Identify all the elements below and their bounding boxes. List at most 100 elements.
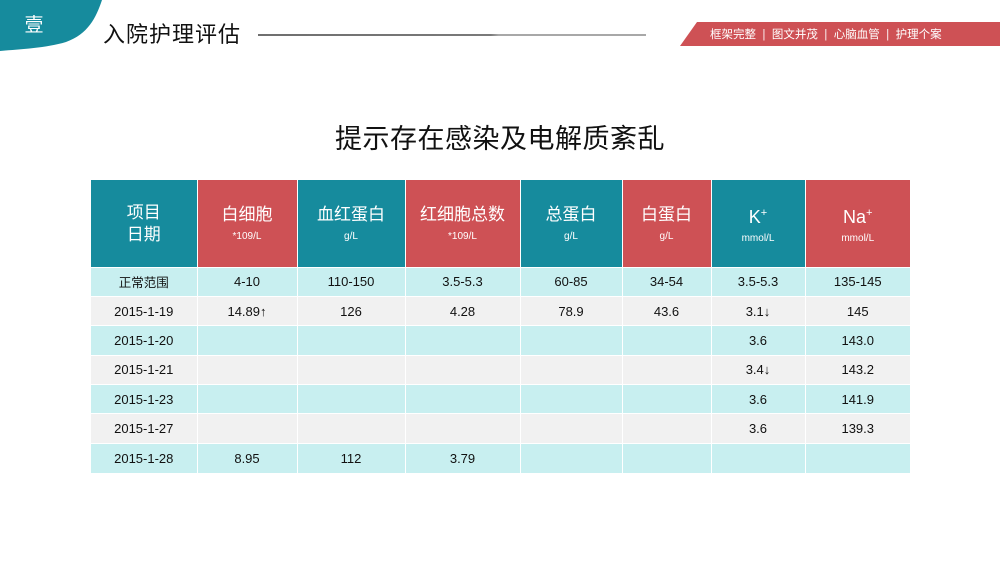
red-banner-shape (680, 22, 1000, 46)
tag-item: 护理个案 (895, 27, 942, 41)
header-label: 总蛋白 (545, 205, 597, 226)
header-total-protein: 总蛋白 g/L (520, 180, 623, 267)
tag-separator: | (885, 27, 890, 41)
row-date: 2015-1-20 (91, 325, 198, 356)
table-cell: 126 (297, 295, 406, 326)
table-cell (711, 442, 806, 473)
table-cell (405, 384, 521, 414)
table-cell (622, 325, 712, 356)
table-cell (405, 325, 521, 356)
table-cell (520, 413, 623, 444)
table-row: 2015-1-19 14.89↑ 126 4.28 78.9 43.6 3.1↓… (91, 295, 910, 326)
table-cell (520, 354, 623, 385)
tag-separator: | (762, 27, 766, 41)
section-number: 壹 (24, 14, 44, 36)
header-unit: *109/L (232, 231, 262, 243)
tag-banner: 框架完整 | 图文并茂 | 心脑血管 | 护理个案 (680, 22, 1000, 46)
header-label: K+ (748, 207, 768, 228)
header-potassium: K+ mmol/L (711, 180, 806, 267)
table-row: 2015-1-20 3.6 143.0 (91, 325, 910, 356)
row-date: 2015-1-19 (91, 295, 198, 326)
row-date: 2015-1-23 (91, 384, 198, 414)
table-cell: 4-10 (197, 266, 298, 297)
row-date: 2015-1-28 (91, 442, 198, 473)
header-unit: g/L (344, 231, 358, 243)
table-cell: 112 (297, 442, 406, 473)
table-cell: 8.95 (197, 442, 298, 473)
table-cell: 110-150 (297, 266, 406, 297)
tag-list: 框架完整 | 图文并茂 | 心脑血管 | 护理个案 (710, 22, 942, 46)
title-divider-line (258, 34, 646, 36)
tag-separator: | (823, 27, 828, 41)
table-cell: 3.79 (405, 442, 521, 473)
table-cell (197, 325, 298, 356)
row-date: 2015-1-21 (91, 354, 198, 385)
table-cell (297, 354, 406, 385)
table-row: 2015-1-21 3.4↓ 143.2 (91, 354, 910, 385)
header-label: 白细胞 (221, 205, 273, 226)
header-sodium: Na+ mmol/L (805, 180, 910, 267)
header-label: 红细胞总数 (420, 205, 505, 226)
header-unit: g/L (564, 231, 578, 243)
table-cell: 3.1↓ (711, 295, 806, 326)
table-header-row: 项目 日期 白细胞 *109/L 血红蛋白 g/L 红细胞总数 *109/L 总… (91, 180, 910, 267)
table-cell: 3.4↓ (711, 354, 806, 385)
table-cell (297, 413, 406, 444)
table-cell: 3.6 (711, 384, 806, 414)
table-cell (520, 442, 623, 473)
table-cell: 135-145 (805, 266, 910, 297)
header-albumin: 白蛋白 g/L (622, 180, 712, 267)
header-unit: mmol/L (841, 233, 875, 245)
table-cell: 34-54 (622, 266, 712, 297)
tag-item: 图文并茂 (771, 27, 818, 41)
table-row-normal-range: 正常范围 4-10 110-150 3.5-5.3 60-85 34-54 3.… (91, 266, 910, 297)
table-cell: 60-85 (520, 266, 623, 297)
table-cell (297, 325, 406, 356)
table-cell: 3.6 (711, 413, 806, 444)
table-cell (197, 354, 298, 385)
lab-results-table: 项目 日期 白细胞 *109/L 血红蛋白 g/L 红细胞总数 *109/L 总… (91, 180, 910, 473)
table-cell (622, 354, 712, 385)
header-label: 日期 (126, 225, 161, 246)
table-row: 2015-1-27 3.6 139.3 (91, 413, 910, 444)
header-unit: mmol/L (741, 233, 775, 245)
teal-corner-shape (0, 0, 102, 51)
table-cell (622, 384, 712, 414)
table-cell: 3.5-5.3 (405, 266, 521, 297)
table-cell (520, 325, 623, 356)
table-cell: 3.6 (711, 325, 806, 356)
header-item-date: 项目 日期 (91, 180, 198, 267)
tag-item: 心脑血管 (833, 27, 880, 41)
table-cell (805, 442, 910, 473)
table-cell: 139.3 (805, 413, 910, 444)
table-cell: 143.0 (805, 325, 910, 356)
table-cell (520, 384, 623, 414)
header-label: 血红蛋白 (317, 205, 385, 226)
section-title: 入院护理评估 (103, 23, 242, 48)
header-label: 项目 (126, 203, 161, 224)
table-cell (622, 413, 712, 444)
row-date: 2015-1-27 (91, 413, 198, 444)
header-label: 白蛋白 (641, 205, 692, 226)
table-cell: 14.89↑ (197, 295, 298, 326)
table-cell: 143.2 (805, 354, 910, 385)
header-wbc: 白细胞 *109/L (197, 180, 298, 267)
table-cell: 3.5-5.3 (711, 266, 806, 297)
header-rbc: 红细胞总数 *109/L (405, 180, 521, 267)
header-unit: *109/L (448, 231, 477, 243)
table-cell: 43.6 (622, 295, 712, 326)
table-cell: 141.9 (805, 384, 910, 414)
table-cell: 145 (805, 295, 910, 326)
slide-title: 提示存在感染及电解质紊乱 (335, 124, 665, 155)
header-hemoglobin: 血红蛋白 g/L (297, 180, 406, 267)
table-cell (197, 384, 298, 414)
table-cell (197, 413, 298, 444)
tag-item: 框架完整 (710, 27, 756, 41)
table-cell: 4.28 (405, 295, 521, 326)
table-cell (405, 354, 521, 385)
section-number-badge: 壹 (0, 0, 110, 52)
table-cell: 78.9 (520, 295, 623, 326)
table-cell (297, 384, 406, 414)
table-row: 2015-1-28 8.95 112 3.79 (91, 442, 910, 473)
header-unit: g/L (659, 231, 674, 243)
